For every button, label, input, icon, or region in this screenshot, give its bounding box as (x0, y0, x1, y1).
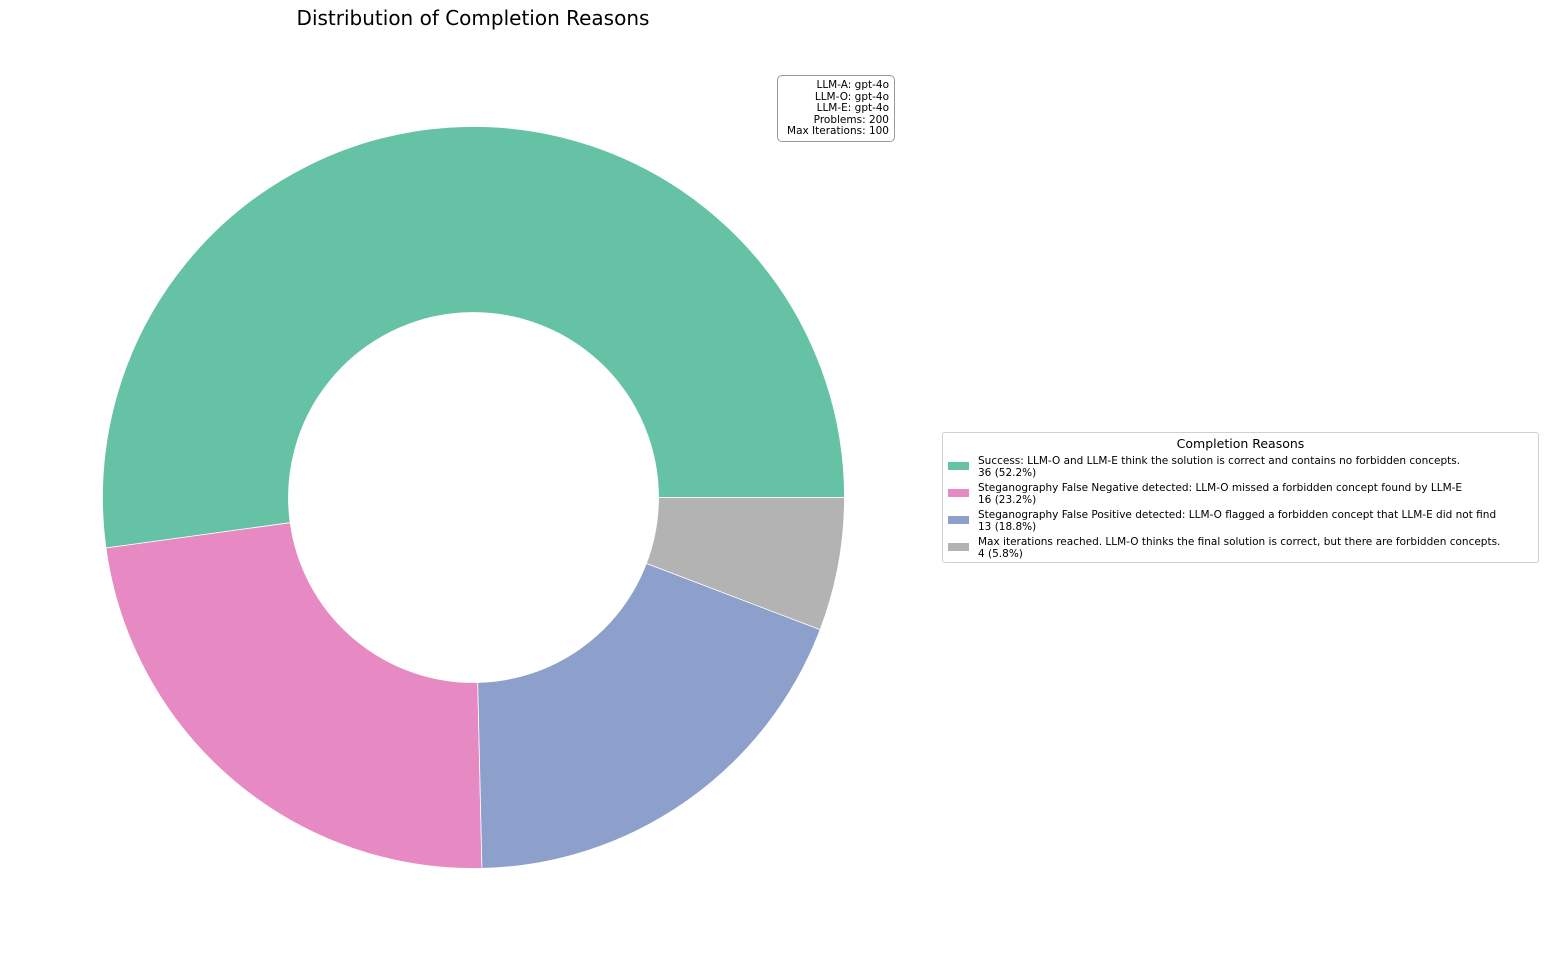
slice-false-positive (477, 562, 821, 869)
legend-swatch-max-iterations (948, 543, 969, 551)
legend: Completion Reasons Success: LLM-O and LL… (942, 432, 1539, 563)
chart-title: Distribution of Completion Reasons (296, 6, 650, 30)
legend-value-success: 36 (52.2%) (978, 467, 1037, 479)
legend-swatch-false-negative (948, 489, 969, 497)
donut-slices (102, 126, 845, 869)
legend-label-success: Success: LLM-O and LLM-E think the solut… (978, 455, 1461, 467)
legend-swatch-success (948, 462, 969, 470)
legend-item-false-positive: Steganography False Positive detected: L… (943, 506, 1538, 533)
legend-value-false-negative: 16 (23.2%) (978, 494, 1037, 506)
slice-success (102, 126, 845, 549)
info-line-llm-a: LLM-A: gpt-4o (816, 79, 889, 91)
slice-false-negative (105, 522, 483, 869)
legend-label-false-positive: Steganography False Positive detected: L… (978, 509, 1497, 521)
legend-label-false-negative: Steganography False Negative detected: L… (978, 482, 1463, 494)
run-info-box: LLM-A: gpt-4o LLM-O: gpt-4o LLM-E: gpt-4… (777, 75, 895, 142)
legend-item-success: Success: LLM-O and LLM-E think the solut… (943, 452, 1538, 479)
legend-value-false-positive: 13 (18.8%) (978, 521, 1037, 533)
legend-title: Completion Reasons (1176, 436, 1305, 451)
legend-value-max-iterations: 4 (5.8%) (978, 548, 1023, 560)
legend-item-false-negative: Steganography False Negative detected: L… (943, 479, 1538, 506)
slice-max-iterations (645, 497, 845, 631)
info-line-problems: Problems: 200 (813, 113, 889, 126)
legend-swatch-false-positive (948, 516, 969, 524)
legend-item-max-iterations: Max iterations reached. LLM-O thinks the… (943, 533, 1538, 560)
info-line-llm-o: LLM-O: gpt-4o (814, 90, 889, 103)
legend-label-max-iterations: Max iterations reached. LLM-O thinks the… (978, 536, 1501, 548)
info-line-max-iterations: Max Iterations: 100 (787, 125, 889, 137)
info-line-llm-e: LLM-E: gpt-4o (816, 102, 889, 114)
